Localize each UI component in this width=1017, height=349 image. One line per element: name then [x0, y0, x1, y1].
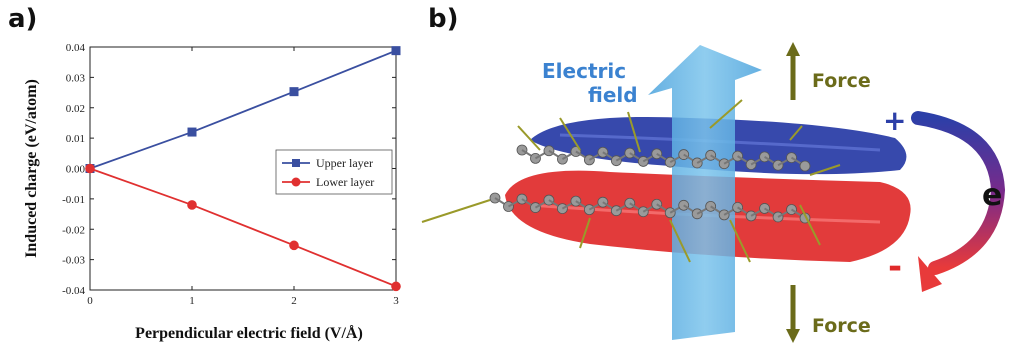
electron-label: e	[982, 178, 1002, 213]
series-line-1	[89, 167, 397, 288]
upper-layer-atom	[637, 156, 649, 167]
upper-layer-atom	[759, 151, 770, 163]
y-tick-label: 0.00	[66, 164, 86, 176]
bilayer-illustration: Force Force Electric field + - e	[421, 42, 1006, 343]
induced-charge-chart: 0.04 0.03 0.02 0.01 0.00 -0.01 -0.02 -0.03 -0.04…	[23, 42, 401, 342]
y-tick-label: 0.03	[66, 72, 86, 84]
data-point-upper	[187, 127, 197, 137]
electric-field-label-2: field	[588, 83, 638, 107]
panel-a-label: a)	[8, 4, 38, 34]
y-tick-label: 0.02	[66, 103, 85, 115]
force-top-label: Force	[812, 70, 871, 92]
upper-layer-atom	[705, 149, 717, 161]
lower-layer-atom	[745, 210, 757, 222]
data-point-upper	[289, 87, 299, 97]
x-tick-label: 1	[189, 295, 195, 307]
lower-layer-atom	[772, 211, 784, 223]
electric-field-arrow	[648, 45, 762, 340]
upper-layer-atom	[732, 150, 744, 162]
x-tick-label: 2	[291, 295, 297, 307]
lower-layer-atom	[597, 196, 609, 208]
upper-layer-atom	[610, 155, 622, 167]
legend-label: Upper layer	[316, 156, 373, 170]
legend-marker	[292, 159, 300, 167]
lower-layer-atom	[610, 205, 622, 217]
legend-box	[275, 149, 393, 195]
y-tick-label: -0.03	[62, 255, 85, 267]
series-line-0	[89, 49, 397, 170]
x-tick-label: 3	[393, 295, 399, 307]
carbon-atoms	[489, 144, 811, 224]
force-down-arrow	[786, 285, 800, 343]
lower-layer-atom	[624, 197, 636, 209]
y-tick-label: 0.01	[66, 133, 85, 145]
lower-layer-atom	[543, 194, 555, 206]
x-axis-title: Perpendicular electric field (V/Å)	[135, 324, 363, 342]
electron-transfer-arrow	[911, 111, 1006, 292]
y-tick-label: -0.01	[62, 194, 85, 206]
lower-layer-atom	[556, 203, 568, 215]
data-point-lower	[391, 281, 401, 292]
legend-label: Lower layer	[316, 175, 374, 189]
plus-sign: +	[883, 104, 906, 137]
data-point-lower	[85, 163, 95, 174]
panel-b-label: b)	[428, 4, 459, 34]
legend-marker	[291, 177, 301, 187]
data-point-lower	[289, 240, 299, 251]
y-tick-label: -0.04	[62, 285, 85, 297]
y-tick-label: -0.02	[62, 224, 85, 236]
upper-layer-atom	[718, 158, 730, 170]
x-tick-label: 0	[87, 295, 93, 307]
y-axis-title: Induced charge (eV/atom)	[23, 79, 40, 258]
upper-layer-atom	[745, 159, 757, 170]
chart-series	[85, 46, 401, 292]
data-point-upper	[391, 46, 401, 56]
force-bottom-label: Force	[812, 315, 871, 337]
upper-layer-atom	[624, 147, 636, 159]
upper-layer-atom	[799, 160, 811, 172]
lower-layer-atom	[759, 203, 770, 214]
y-tick-label: 0.04	[66, 42, 86, 54]
electric-field-label-1: Electric	[542, 59, 626, 83]
force-up-arrow	[786, 42, 800, 100]
force-vectors	[421, 99, 841, 263]
data-point-lower	[187, 200, 197, 210]
chart-legend: Upper layer Lower layer	[275, 149, 393, 195]
minus-sign: -	[888, 247, 902, 287]
